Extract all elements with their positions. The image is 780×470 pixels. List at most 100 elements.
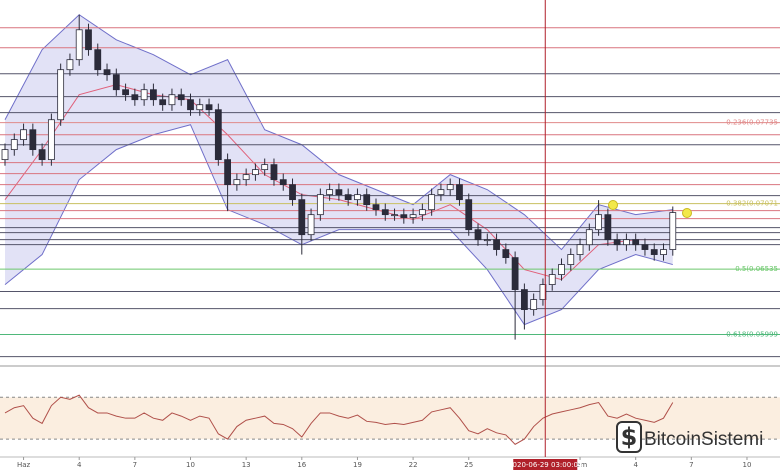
- candle-body: [623, 239, 630, 246]
- candle-body: [585, 229, 593, 246]
- candle-body: [632, 239, 640, 246]
- axis-layer: Haz 4 7 10 13 16 19 22 25 Tem 4 7 10 2020-06-29 03:00…: [17, 0, 752, 470]
- x-tick-label: 16: [297, 461, 306, 469]
- x-tick-label: 4: [633, 461, 638, 469]
- candle-body: [548, 274, 556, 285]
- band-upper: [4, 14, 673, 251]
- candle-body: [270, 164, 278, 181]
- candle-body: [381, 209, 389, 216]
- candle-body: [409, 214, 417, 218]
- x-tick-label: 4: [77, 461, 82, 469]
- candle-body: [242, 174, 250, 181]
- candle-body: [168, 94, 176, 106]
- candle-body: [85, 29, 92, 51]
- candle-body: [316, 194, 324, 216]
- candle-body: [298, 199, 306, 236]
- candle-body: [150, 89, 157, 101]
- logo-symbol: $: [621, 423, 638, 451]
- logo-box: [616, 421, 642, 453]
- candle-body: [354, 194, 361, 201]
- candle-body: [613, 239, 621, 246]
- candle-body: [595, 214, 602, 231]
- candle-body: [177, 94, 185, 101]
- x-tick-label: 7: [689, 461, 693, 469]
- candle-body: [474, 229, 482, 241]
- candle-body: [57, 69, 65, 121]
- candle-body: [1, 149, 9, 161]
- x-tick-label: 7: [133, 461, 137, 469]
- candle-body: [446, 184, 454, 191]
- marker-circle: [608, 200, 618, 210]
- levels-layer: 0.236(0.07735 0.382(0.07071 0.5(0.06535 0.6…: [0, 27, 780, 358]
- fib-label: 0.618(0.05999: [726, 330, 778, 338]
- candle-body: [122, 89, 129, 96]
- candle-body: [660, 249, 667, 255]
- candle-body: [103, 69, 111, 76]
- candle-body: [159, 99, 167, 106]
- candle-body: [437, 189, 445, 196]
- candle-body: [344, 194, 352, 201]
- candle-body: [326, 189, 334, 196]
- candle-body: [391, 214, 398, 217]
- watermark: $ BitcoinSistemi: [616, 421, 763, 453]
- watermark-text: BitcoinSistemi: [644, 429, 763, 450]
- candle-body: [187, 99, 194, 111]
- candle-body: [483, 239, 491, 242]
- candle-body: [576, 244, 584, 255]
- candle-body: [502, 249, 510, 259]
- fib-label: 0.382(0.07071: [726, 200, 778, 208]
- candle-body: [20, 129, 27, 141]
- candle-body: [418, 209, 426, 216]
- band-lower: [4, 124, 673, 326]
- candle-body: [372, 204, 380, 211]
- candle-body: [530, 299, 538, 311]
- candle-body: [112, 74, 120, 91]
- x-tick-label: Haz: [17, 461, 31, 469]
- candle-body: [604, 214, 612, 241]
- x-tick-label: 10: [186, 461, 195, 469]
- cursor-label: 2020-06-29 03:00:00: [508, 461, 582, 469]
- candle-body: [400, 214, 408, 218]
- candle-body: [520, 289, 528, 310]
- x-tick-label: 19: [353, 461, 362, 469]
- rsi-line: [4, 394, 674, 445]
- candle-body: [641, 244, 649, 250]
- candle-body: [567, 254, 575, 265]
- marker-circle: [682, 208, 692, 218]
- candle-body: [428, 194, 436, 211]
- candle-body: [75, 29, 83, 61]
- x-tick-label: 25: [464, 461, 473, 469]
- x-tick-label: 22: [409, 461, 418, 469]
- candle-body: [558, 264, 565, 275]
- candle-body: [252, 169, 259, 176]
- candle-body: [224, 159, 232, 186]
- candle-body: [10, 139, 18, 151]
- rsi-layer: [0, 394, 780, 445]
- candle-body: [465, 199, 473, 231]
- candle-body: [196, 104, 204, 111]
- candle-body: [38, 149, 46, 161]
- candle-body: [307, 214, 315, 236]
- fib-label: 0.236(0.07735: [726, 119, 778, 127]
- candle-body: [669, 212, 677, 250]
- candle-body: [279, 179, 287, 186]
- candle-body: [539, 284, 547, 300]
- candle-body: [29, 129, 37, 151]
- x-tick-label: Tem: [572, 461, 587, 469]
- cursor-label-box: [513, 459, 578, 470]
- candle-body: [214, 109, 222, 161]
- candle-body: [94, 49, 102, 71]
- candle-body: [140, 89, 148, 101]
- x-tick-label: 10: [743, 461, 752, 469]
- candle-body: [493, 239, 500, 250]
- candle-body: [363, 194, 371, 206]
- candle-body: [335, 189, 343, 196]
- candle-body: [131, 94, 139, 101]
- candle-body: [511, 257, 519, 290]
- candle-body: [205, 104, 213, 111]
- fib-label: 0.5(0.06535: [735, 265, 778, 273]
- candle-body: [47, 119, 55, 161]
- candle-body: [66, 59, 74, 71]
- candle-body: [456, 184, 463, 201]
